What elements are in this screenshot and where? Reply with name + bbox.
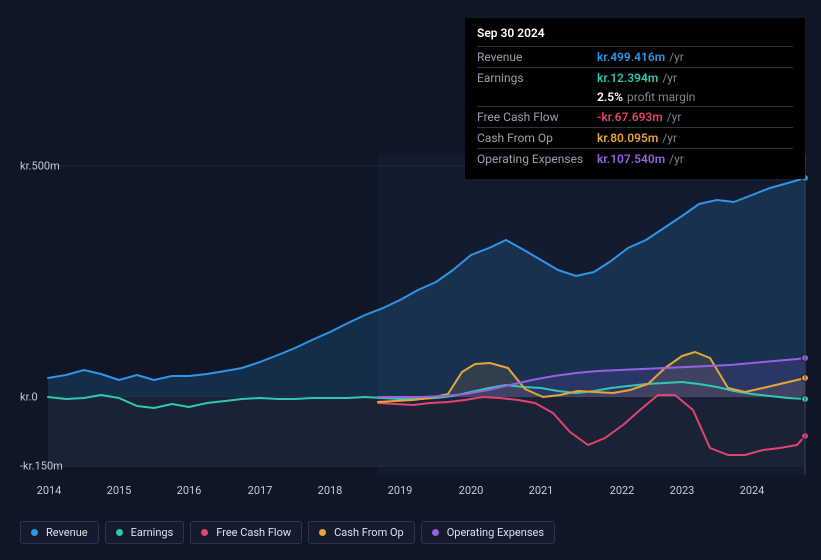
tooltip-metric-label: Cash From Op [477, 131, 597, 145]
x-tick-label: 2017 [248, 484, 273, 497]
tooltip-metric-value: -kr.67.693m [597, 110, 663, 124]
legend-dot [319, 529, 326, 536]
x-tick-label: 2023 [670, 484, 695, 497]
x-tick-label: 2022 [610, 484, 635, 497]
tooltip-metric-value: kr.12.394m [597, 71, 658, 85]
x-tick-label: 2021 [529, 484, 554, 497]
x-tick-label: 2020 [459, 484, 484, 497]
x-tick-label: 2016 [177, 484, 202, 497]
tooltip-row: Free Cash Flow-kr.67.693m/yr [477, 106, 793, 127]
tooltip-metric-value: kr.499.416m [597, 50, 665, 64]
tooltip-metric-suffix: /yr [667, 110, 682, 124]
legend-label: Revenue [46, 526, 88, 539]
tooltip-metric-label: Operating Expenses [477, 152, 597, 166]
tooltip-row: Cash From Opkr.80.095m/yr [477, 127, 793, 148]
tooltip-sub-label: profit margin [627, 90, 695, 104]
chart-tooltip: Sep 30 2024 Revenuekr.499.416m/yrEarning… [465, 18, 805, 179]
legend-item[interactable]: Earnings [105, 521, 185, 544]
legend-item[interactable]: Operating Expenses [421, 521, 555, 544]
legend-item[interactable]: Free Cash Flow [190, 521, 302, 544]
tooltip-metric-value: kr.107.540m [597, 152, 665, 166]
tooltip-metric-label: Free Cash Flow [477, 110, 597, 124]
x-tick-label: 2024 [740, 484, 765, 497]
tooltip-metric-suffix: /yr [669, 50, 684, 64]
tooltip-date: Sep 30 2024 [477, 26, 793, 46]
tooltip-sub-value: 2.5% [597, 90, 623, 104]
legend-label: Earnings [131, 526, 174, 539]
tooltip-metric-label: Revenue [477, 50, 597, 64]
tooltip-row: Operating Expenseskr.107.540m/yr [477, 148, 793, 169]
legend-dot [432, 529, 439, 536]
legend-label: Cash From Op [334, 526, 404, 539]
x-tick-label: 2018 [318, 484, 343, 497]
y-tick-label: kr.500m [20, 160, 60, 173]
tooltip-row: Revenuekr.499.416m/yr [477, 46, 793, 67]
tooltip-subrow: 2.5% profit margin [477, 88, 793, 106]
legend-label: Operating Expenses [447, 526, 544, 539]
legend-dot [116, 529, 123, 536]
y-tick-label: kr.0 [20, 391, 38, 404]
tooltip-metric-value: kr.80.095m [597, 131, 658, 145]
x-tick-label: 2015 [107, 484, 132, 497]
x-tick-label: 2014 [37, 484, 62, 497]
chart-legend: Revenue Earnings Free Cash Flow Cash From O… [20, 521, 555, 544]
tooltip-metric-suffix: /yr [669, 152, 684, 166]
tooltip-row: Earningskr.12.394m/yr [477, 67, 793, 88]
x-tick-label: 2019 [388, 484, 413, 497]
tooltip-metric-suffix: /yr [662, 71, 677, 85]
legend-dot [31, 529, 38, 536]
legend-item[interactable]: Cash From Op [308, 521, 415, 544]
legend-item[interactable]: Revenue [20, 521, 99, 544]
tooltip-metric-suffix: /yr [662, 131, 677, 145]
y-tick-label: -kr.150m [20, 460, 63, 473]
legend-label: Free Cash Flow [216, 526, 291, 539]
legend-dot [201, 529, 208, 536]
tooltip-metric-label: Earnings [477, 71, 597, 85]
